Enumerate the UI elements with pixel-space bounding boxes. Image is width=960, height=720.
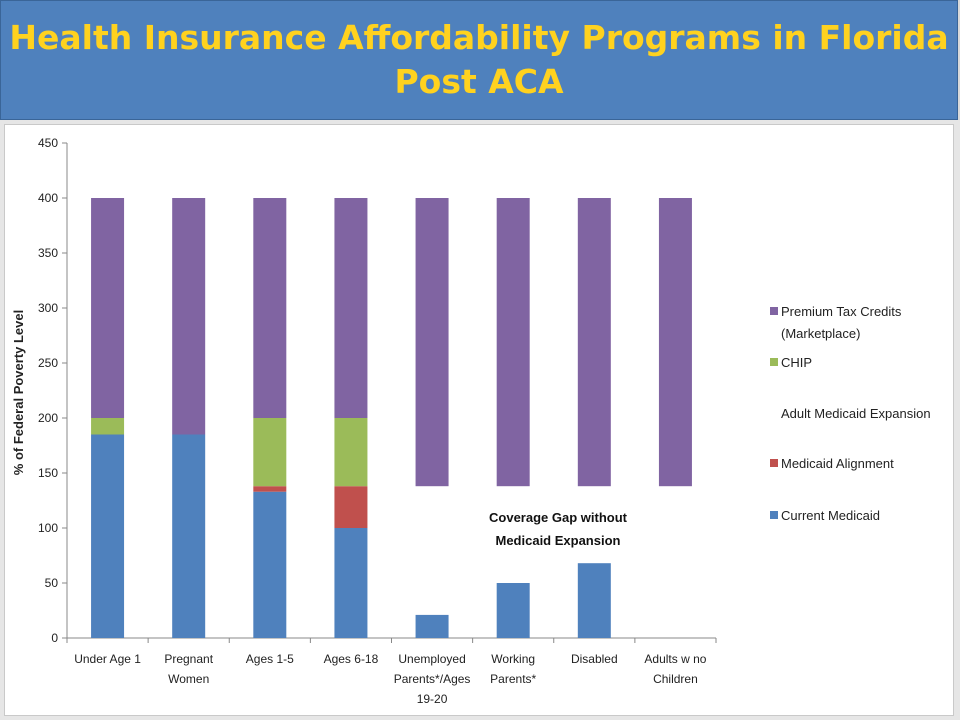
legend-swatch: [770, 409, 778, 417]
legend-swatch: [770, 358, 778, 366]
bar-segment: [334, 198, 368, 418]
coverage-gap-annotation: Coverage Gap without Medicaid Expansion: [489, 510, 628, 548]
title-line-2: Post ACA: [394, 62, 564, 101]
bar-segment: [496, 198, 530, 487]
bar-segment: [253, 491, 287, 638]
x-category-label: Unemployed Parents*/Ages 19-20: [394, 652, 471, 706]
bar-segment: [415, 614, 449, 638]
bar-segment: [334, 486, 368, 528]
y-tick-label: 250: [38, 356, 58, 370]
legend-swatch: [770, 307, 778, 315]
bar-segment: [577, 198, 611, 487]
y-axis-label: % of Federal Poverty Level: [11, 310, 26, 475]
bar-segment: [577, 563, 611, 638]
x-category-label: Pregnant Women: [164, 652, 213, 686]
y-tick-label: 450: [38, 136, 58, 150]
bar-segment: [334, 418, 368, 487]
bar-segment: [91, 418, 125, 435]
y-tick-label: 150: [38, 466, 58, 480]
legend-swatch: [770, 511, 778, 519]
legend-entry: Adult Medicaid Expansion: [781, 406, 931, 421]
x-category-label: Ages 6-18: [324, 652, 379, 666]
legend-entry: Premium Tax Credits (Marketplace): [781, 304, 902, 341]
bar-segment: [496, 583, 530, 638]
bar-segment: [253, 418, 287, 487]
bar-segment: [334, 528, 368, 638]
y-tick-label: 100: [38, 521, 58, 535]
y-tick-label: 300: [38, 301, 58, 315]
bar-segment: [253, 198, 287, 418]
legend-entry: Medicaid Alignment: [781, 456, 894, 471]
chart-frame: [4, 124, 954, 716]
bar-segment: [172, 434, 206, 638]
y-tick-label: 200: [38, 411, 58, 425]
bar-segment: [172, 198, 206, 435]
legend-entry: CHIP: [781, 355, 812, 370]
y-tick-label: 350: [38, 246, 58, 260]
bar-segment: [253, 486, 287, 492]
x-category-label: Ages 1-5: [246, 652, 294, 666]
bar-segment: [658, 198, 692, 487]
x-category-label: Disabled: [571, 652, 618, 666]
x-category-label: Adults w no Children: [644, 652, 706, 686]
bar-segment: [415, 198, 449, 487]
x-category-label: Under Age 1: [74, 652, 141, 666]
bar-segment: [91, 198, 125, 418]
title-banner: Health Insurance Affordability Programs …: [0, 0, 958, 120]
legend-swatch: [770, 459, 778, 467]
y-tick-label: 0: [51, 631, 58, 645]
legend-entry: Current Medicaid: [781, 508, 880, 523]
x-category-label: Working Parents*: [490, 652, 536, 686]
bar-segment: [91, 434, 125, 638]
title-line-1: Health Insurance Affordability Programs …: [9, 18, 949, 57]
y-tick-label: 400: [38, 191, 58, 205]
y-tick-label: 50: [45, 576, 59, 590]
